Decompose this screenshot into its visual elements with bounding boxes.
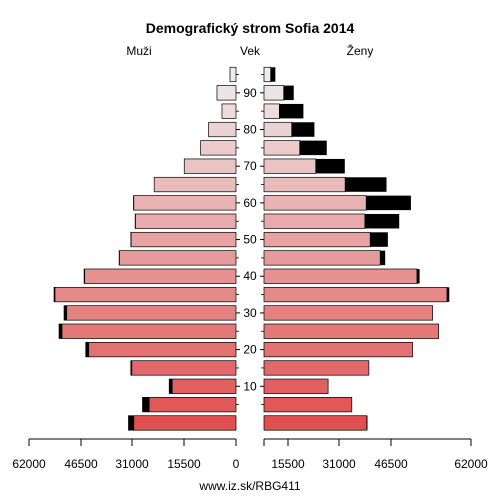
male-bar bbox=[133, 195, 237, 211]
female-bar-extra bbox=[279, 103, 304, 119]
male-bar bbox=[208, 121, 237, 138]
x-tick-label: 15500 bbox=[271, 457, 305, 471]
female-label: Ženy bbox=[347, 43, 374, 58]
female-bar-extra bbox=[380, 250, 386, 266]
x-tick-label: 46500 bbox=[374, 457, 408, 471]
x-tick-label: 62000 bbox=[12, 457, 46, 471]
age-tick-label: 70 bbox=[243, 159, 257, 173]
bars-group bbox=[53, 66, 450, 431]
female-bar bbox=[263, 250, 381, 266]
male-bar-extra bbox=[169, 379, 173, 394]
age-ticks-group: 90 80 70 60 50 40 30 20 10 bbox=[236, 74, 264, 406]
x-tick-label: 0 bbox=[233, 457, 240, 471]
male-bar bbox=[130, 360, 237, 376]
male-bar bbox=[183, 158, 237, 174]
age-tick-label: 50 bbox=[243, 233, 257, 247]
age-tick-label: 10 bbox=[243, 379, 257, 393]
female-bar bbox=[263, 176, 346, 193]
male-bar bbox=[83, 268, 237, 284]
male-bar bbox=[216, 85, 237, 101]
female-bar bbox=[263, 342, 413, 358]
female-bar bbox=[263, 158, 317, 174]
female-bar bbox=[263, 415, 368, 431]
female-bar bbox=[263, 231, 371, 248]
male-bar-extra bbox=[142, 397, 150, 412]
age-tick-label: 80 bbox=[243, 123, 257, 137]
female-bar-extra bbox=[366, 195, 411, 211]
female-bar bbox=[263, 268, 418, 284]
male-bar bbox=[229, 66, 237, 83]
female-bar bbox=[263, 66, 272, 83]
female-bar bbox=[263, 323, 439, 339]
male-bar-extra bbox=[85, 342, 90, 357]
male-bar-extra bbox=[59, 324, 63, 339]
x-tick-label: 46500 bbox=[64, 457, 98, 471]
male-bar bbox=[130, 231, 237, 248]
male-bar bbox=[200, 140, 237, 156]
footer-url: www.iz.sk/RBG411 bbox=[198, 479, 300, 493]
male-bar bbox=[118, 250, 237, 266]
x-ticks-group: 62000 46500 31000 15500 0 15500 31000 46500 6200… bbox=[12, 439, 488, 471]
male-bar bbox=[153, 176, 237, 193]
female-bar bbox=[263, 286, 448, 303]
female-bar bbox=[263, 397, 353, 413]
male-bar-extra bbox=[54, 287, 56, 302]
female-bar-extra bbox=[446, 287, 450, 302]
age-tick-label: 20 bbox=[243, 343, 257, 357]
female-bar-extra bbox=[270, 67, 276, 82]
male-bar bbox=[134, 213, 237, 229]
male-bar-extra bbox=[128, 415, 135, 431]
male-bar-extra bbox=[133, 195, 135, 211]
x-tick-label: 31000 bbox=[115, 457, 149, 471]
age-axis-label: Vek bbox=[240, 44, 261, 58]
male-bar bbox=[85, 342, 237, 358]
female-bar-extra bbox=[315, 158, 345, 174]
female-bar-extra bbox=[370, 232, 388, 247]
male-bar bbox=[63, 305, 237, 321]
male-bar-extra bbox=[130, 360, 133, 376]
female-bar-extra bbox=[283, 85, 294, 101]
male-bar-extra bbox=[135, 213, 136, 229]
age-tick-label: 40 bbox=[243, 269, 257, 283]
male-bar-extra bbox=[119, 250, 120, 266]
female-bar-extra bbox=[291, 122, 315, 137]
male-bar-extra bbox=[130, 232, 132, 247]
female-bar bbox=[263, 360, 370, 376]
x-tick-label: 31000 bbox=[322, 457, 356, 471]
female-bar-extra bbox=[364, 213, 400, 229]
male-bar bbox=[58, 323, 237, 339]
male-label: Muži bbox=[126, 44, 151, 58]
female-bar bbox=[263, 378, 329, 394]
female-bar bbox=[263, 103, 280, 119]
male-bar-extra bbox=[84, 268, 86, 284]
male-bar bbox=[168, 378, 237, 394]
female-bar bbox=[263, 213, 366, 229]
female-bar bbox=[263, 121, 293, 138]
female-bar bbox=[263, 85, 285, 101]
male-bar bbox=[53, 286, 237, 303]
female-bar bbox=[263, 140, 301, 156]
age-tick-label: 90 bbox=[243, 86, 257, 100]
x-tick-label: 62000 bbox=[454, 457, 488, 471]
female-bar-extra bbox=[366, 415, 368, 431]
age-tick-label: 60 bbox=[243, 196, 257, 210]
x-tick-label: 15500 bbox=[167, 457, 201, 471]
female-bar bbox=[263, 195, 367, 211]
chart-title: Demografický strom Sofia 2014 bbox=[146, 20, 355, 36]
female-bar-extra bbox=[299, 140, 327, 156]
female-bar bbox=[263, 305, 433, 321]
female-bar-extra bbox=[416, 268, 420, 284]
age-tick-label: 30 bbox=[243, 306, 257, 320]
male-bar bbox=[221, 103, 237, 119]
male-bar bbox=[142, 397, 237, 413]
male-bar bbox=[128, 415, 237, 431]
male-bar-extra bbox=[64, 305, 68, 321]
female-bar-extra bbox=[345, 177, 387, 192]
